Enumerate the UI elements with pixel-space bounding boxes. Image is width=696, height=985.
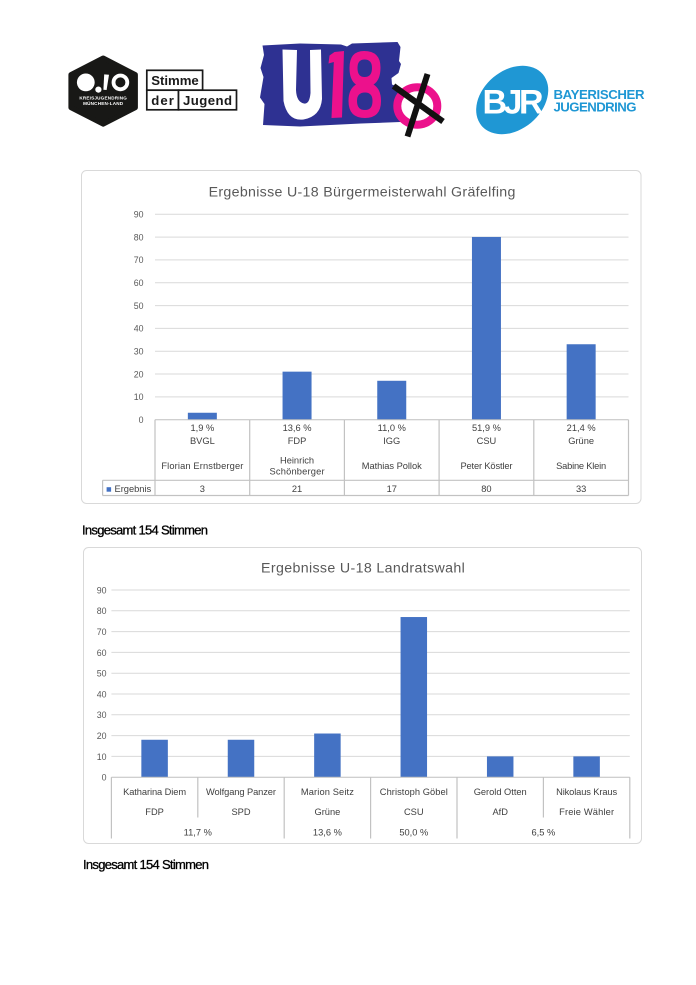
- svg-text:Sabine Klein: Sabine Klein: [556, 461, 606, 471]
- svg-text:80: 80: [134, 232, 144, 242]
- svg-text:Nikolaus Kraus: Nikolaus Kraus: [556, 787, 617, 797]
- svg-text:FDP: FDP: [288, 436, 307, 446]
- svg-text:Schönberger: Schönberger: [270, 466, 325, 476]
- svg-text:50: 50: [97, 669, 107, 679]
- svg-text:50: 50: [134, 301, 144, 311]
- svg-text:Grüne: Grüne: [314, 807, 340, 817]
- svg-text:11,7 %: 11,7 %: [184, 827, 212, 837]
- svg-text:BJR: BJR: [483, 84, 544, 122]
- svg-text:Marion Seitz: Marion Seitz: [301, 787, 354, 797]
- svg-text:Stimme: Stimme: [151, 73, 199, 88]
- svg-text:BAYERISCHER: BAYERISCHER: [554, 87, 645, 102]
- svg-text:90: 90: [97, 585, 107, 595]
- svg-text:Christoph Göbel: Christoph Göbel: [380, 787, 448, 797]
- svg-text:70: 70: [97, 627, 107, 637]
- svg-text:Grüne: Grüne: [568, 436, 594, 446]
- svg-text:70: 70: [134, 255, 144, 265]
- svg-text:17: 17: [387, 484, 397, 494]
- svg-text:51,9 %: 51,9 %: [472, 423, 501, 433]
- svg-text:0: 0: [102, 773, 107, 783]
- svg-text:Ergebnisse U-18 Bürgermeisterw: Ergebnisse U-18 Bürgermeisterwahl Gräfel…: [209, 184, 516, 200]
- svg-text:11,0 %: 11,0 %: [378, 423, 406, 433]
- svg-text:Jugend: Jugend: [183, 93, 232, 108]
- svg-text:Ergebnis: Ergebnis: [115, 484, 152, 494]
- svg-text:30: 30: [134, 347, 144, 357]
- svg-text:80: 80: [97, 606, 107, 616]
- svg-text:Freie Wähler: Freie Wähler: [559, 807, 614, 817]
- svg-text:Gerold Otten: Gerold Otten: [474, 787, 527, 797]
- svg-text:40: 40: [134, 324, 144, 334]
- svg-text:80: 80: [481, 484, 491, 494]
- svg-text:10: 10: [97, 752, 107, 762]
- svg-text:21,4 %: 21,4 %: [567, 423, 596, 433]
- svg-text:Heinrich: Heinrich: [280, 456, 314, 466]
- svg-text:20: 20: [134, 369, 144, 379]
- svg-text:Katharina Diem: Katharina Diem: [123, 787, 186, 797]
- svg-text:IGG: IGG: [383, 436, 400, 446]
- svg-text:FDP: FDP: [145, 807, 164, 817]
- svg-text:Florian Ernstberger: Florian Ernstberger: [161, 461, 243, 471]
- svg-text:30: 30: [97, 710, 107, 720]
- svg-text:BVGL: BVGL: [190, 436, 215, 446]
- svg-text:Insgesamt 154 Stimmen: Insgesamt 154 Stimmen: [82, 522, 208, 537]
- svg-text:3: 3: [200, 484, 205, 494]
- svg-text:der: der: [151, 93, 174, 108]
- svg-text:KREISJUGENDRING: KREISJUGENDRING: [79, 95, 127, 100]
- svg-text:Wolfgang Panzer: Wolfgang Panzer: [206, 787, 276, 797]
- svg-text:MÜNCHEN-LAND: MÜNCHEN-LAND: [83, 100, 124, 106]
- svg-text:21: 21: [292, 484, 302, 494]
- svg-text:AfD: AfD: [492, 807, 508, 817]
- svg-text:CSU: CSU: [477, 436, 497, 446]
- svg-text:Insgesamt 154 Stimmen: Insgesamt 154 Stimmen: [83, 857, 209, 872]
- svg-text:JUGENDRING: JUGENDRING: [554, 100, 637, 115]
- svg-text:1,9 %: 1,9 %: [190, 423, 214, 433]
- svg-text:20: 20: [97, 731, 107, 741]
- svg-text:Peter Köstler: Peter Köstler: [460, 461, 512, 471]
- svg-text:60: 60: [97, 648, 107, 658]
- svg-text:13,6 %: 13,6 %: [283, 423, 312, 433]
- svg-text:33: 33: [576, 484, 586, 494]
- svg-text:50,0 %: 50,0 %: [399, 827, 428, 837]
- svg-text:6,5 %: 6,5 %: [532, 827, 556, 837]
- svg-text:Ergebnisse U-18 Landratswahl: Ergebnisse U-18 Landratswahl: [261, 561, 465, 577]
- svg-text:0: 0: [139, 415, 144, 425]
- svg-text:CSU: CSU: [404, 807, 424, 817]
- svg-text:60: 60: [134, 278, 144, 288]
- svg-text:10: 10: [134, 392, 144, 402]
- svg-text:SPD: SPD: [231, 807, 250, 817]
- svg-text:90: 90: [134, 210, 144, 220]
- svg-text:13,6 %: 13,6 %: [313, 827, 342, 837]
- svg-text:Mathias Pollok: Mathias Pollok: [362, 461, 422, 471]
- svg-text:40: 40: [97, 689, 107, 699]
